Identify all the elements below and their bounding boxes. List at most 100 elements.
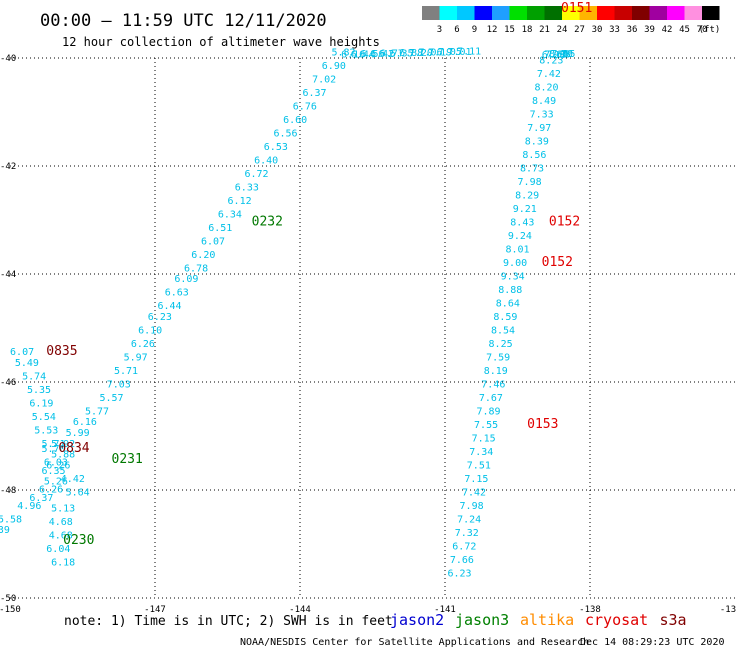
- data-point-label: 8.43: [510, 217, 534, 228]
- data-point-label: 5.13: [51, 504, 75, 515]
- data-point-label: 5.92: [51, 439, 75, 450]
- data-point-label: 7.55: [474, 420, 498, 431]
- data-point-label: 4.96: [17, 501, 41, 512]
- data-point-label: 6.18: [51, 558, 75, 569]
- data-point-label: 6.09: [174, 274, 198, 285]
- data-point-label: 6.37: [29, 493, 53, 504]
- data-point-label: 8.64: [496, 298, 520, 309]
- scale-label: 27: [574, 25, 585, 35]
- data-point-label: 7.05: [438, 47, 462, 58]
- scale-label: 12: [487, 25, 498, 35]
- data-point-label: 9.00: [503, 258, 527, 269]
- data-point-label: 8.79: [549, 49, 573, 60]
- data-point-label: 7.46: [481, 379, 505, 390]
- data-point-label: 6.35: [41, 466, 65, 477]
- scale-label: 45: [679, 25, 690, 35]
- data-point-label: 5.77: [85, 406, 109, 417]
- data-point-label: 6.77: [380, 49, 404, 60]
- y-tick-label: -40: [0, 54, 16, 64]
- pass-label: 0153: [527, 417, 558, 432]
- data-point-label: 6.72: [452, 541, 476, 552]
- data-point-label: 5.57: [99, 393, 123, 404]
- data-point-label: 5.71: [114, 366, 138, 377]
- satellite-legend-entry: s3a: [660, 611, 687, 629]
- data-point-label: 7.02: [312, 74, 336, 85]
- data-point-label: 6.44: [351, 49, 375, 60]
- satellite-legend-entry: cryosat: [585, 611, 648, 629]
- scale-swatch: [579, 6, 597, 20]
- x-tick-label: -150: [0, 605, 21, 615]
- data-point-label: 7.03: [107, 379, 131, 390]
- data-point-label: 8.49: [532, 96, 556, 107]
- data-point-label: 8.39: [525, 136, 549, 147]
- chart-subtitle: 12 hour collection of altimeter wave hei…: [62, 35, 380, 49]
- data-point-label: 6.33: [235, 182, 259, 193]
- data-point-label: 5.35: [27, 385, 51, 396]
- data-point-label: 6.34: [218, 209, 242, 220]
- data-point-label: 9.34: [501, 271, 525, 282]
- data-point-label: 8.88: [498, 285, 522, 296]
- scale-label: 30: [592, 25, 603, 35]
- data-point-label: 7.19: [428, 47, 452, 58]
- scale-swatch: [684, 6, 702, 20]
- color-scale: 3 6 9 12 15 18 21 24 27 30 33 36 39 42 45 70(ft): [422, 6, 720, 35]
- data-point-label: 6.98: [542, 50, 566, 61]
- satellite-legend-entry: jason3: [455, 611, 509, 629]
- data-point-label: 6.16: [341, 50, 365, 61]
- footer-note: note: 1) Time is in UTC; 2) SWH is in fe…: [64, 614, 393, 629]
- scale-label: 18: [522, 25, 533, 35]
- data-point-label: 8.59: [493, 312, 517, 323]
- data-point-label: 5.97: [124, 352, 148, 363]
- y-tick-label: -42: [0, 162, 16, 172]
- data-point-label: 7.34: [469, 447, 493, 458]
- scale-swatch: [702, 6, 720, 20]
- data-point-label: 7.98: [547, 49, 571, 60]
- data-point-label: 5.82: [331, 47, 355, 58]
- scale-swatch: [649, 6, 667, 20]
- data-point-label: 7.24: [457, 514, 481, 525]
- data-point-label: 6.88: [399, 48, 423, 59]
- credit-text: NOAA/NESDIS Center for Satellite Applica…: [240, 637, 589, 648]
- data-point-label: 5.49: [15, 358, 39, 369]
- pass-label: 0834: [58, 441, 89, 456]
- scale-swatch: [597, 6, 615, 20]
- data-point-label: 8.19: [484, 366, 508, 377]
- scale-swatch: [562, 6, 580, 20]
- x-tick-label: -141: [434, 605, 456, 615]
- data-point-label: 7.15: [464, 474, 488, 485]
- axis-ticks: -40 -42 -44 -46 -48 -50-150 -147 -144 -141 -138 -1…: [0, 54, 736, 615]
- data-point-label: 5.71: [41, 439, 65, 450]
- scale-label: 15: [504, 25, 515, 35]
- y-tick-label: -50: [0, 594, 16, 604]
- data-point-label: 6.44: [157, 301, 181, 312]
- data-point-label: 7.32: [455, 528, 479, 539]
- scale-label: 3: [437, 25, 442, 35]
- data-point-label: 6.03: [44, 458, 68, 469]
- scale-unit: (ft): [699, 25, 721, 35]
- data-point-label: 7.42: [537, 69, 561, 80]
- satellite-legend-entry: altika: [520, 611, 574, 629]
- scale-swatch: [632, 6, 650, 20]
- data-point-label: 6.07: [10, 347, 34, 358]
- data-point-label: 6.07: [201, 236, 225, 247]
- data-point-label: 6.90: [322, 61, 346, 72]
- data-point-label: 6.60: [283, 115, 307, 126]
- scale-swatch: [439, 6, 457, 20]
- data-point-label: 7.89: [476, 406, 500, 417]
- data-point-label: 7.98: [460, 501, 484, 512]
- data-point-label: 6.26: [131, 339, 155, 350]
- data-point-label: 6.20: [191, 250, 215, 261]
- data-point-label: 6.23: [447, 568, 471, 579]
- data-point-label: 7.95: [551, 49, 575, 60]
- data-point-label: 6.23: [148, 312, 172, 323]
- data-point-label: 8.20: [534, 82, 558, 93]
- scale-label: 24: [557, 25, 568, 35]
- scale-label: 21: [539, 25, 550, 35]
- data-point-label: 8.29: [515, 190, 539, 201]
- data-point-label: 7.67: [479, 393, 503, 404]
- scale-swatch: [457, 6, 475, 20]
- data-point-label: 6.19: [29, 398, 53, 409]
- data-point-label: 7.15: [472, 433, 496, 444]
- data-point-label: 4.42: [61, 474, 85, 485]
- wave-height-points: 5.395.584.966.376.265.266.356.035.705.71…: [0, 47, 575, 580]
